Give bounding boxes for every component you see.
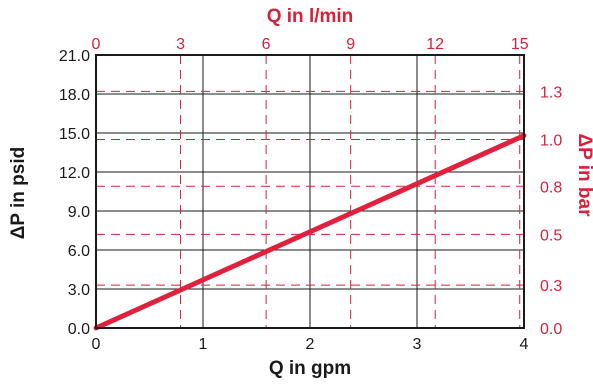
x-axis-label: Q in gpm [269,358,351,379]
top-tick-label: 6 [262,36,271,53]
x-tick-label: 3 [413,336,422,353]
top-tick-label: 9 [346,36,355,53]
right-tick-label: 0.3 [540,278,562,295]
y-tick-label: 9.0 [68,204,90,221]
right-tick-label: 0.8 [540,179,562,196]
x-tick-label: 0 [92,336,101,353]
right-tick-label: 1.3 [540,84,562,101]
top-tick-label: 3 [176,36,185,53]
right-tick-label: 0.0 [540,321,562,338]
y-tick-label: 21.0 [59,48,90,65]
y-tick-label: 15.0 [59,126,90,143]
x-tick-label: 4 [520,336,529,353]
y-tick-label: 3.0 [68,282,90,299]
y-tick-label: 18.0 [59,87,90,104]
plot-frame [95,54,525,329]
top-tick-label: 12 [426,36,444,53]
grid-layer [95,54,530,329]
right-tick-label: 1.0 [540,133,562,150]
y-tick-label: 6.0 [68,243,90,260]
right-tick-label: 0.5 [540,227,562,244]
top-tick-label: 15 [511,36,529,53]
x-tick-label: 1 [199,336,208,353]
top-tick-label: 0 [92,36,101,53]
series-layer [93,133,527,331]
y-tick-label: 12.0 [59,165,90,182]
y-axis-label: ΔP in psid [8,147,29,240]
pressure-drop-line [93,133,527,331]
top-axis-label: Q in l/min [267,6,354,27]
right-axis-label: ΔP in bar [574,134,593,218]
y-tick-label: 0.0 [68,321,90,338]
ticks-layer: 0.03.06.09.012.015.018.021.00 1 2 3 40 3 6 9 12 1… [59,36,562,353]
x-tick-label: 2 [306,336,315,353]
